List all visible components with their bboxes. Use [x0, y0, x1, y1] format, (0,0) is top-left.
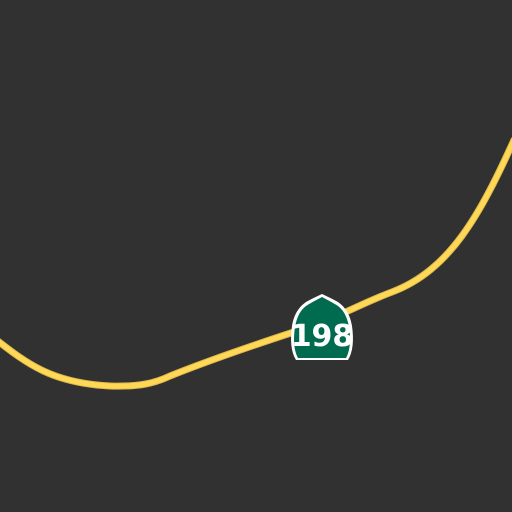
shield-label: 198 — [291, 319, 354, 354]
shield-fill — [294, 297, 350, 358]
route-shield[interactable]: 198 — [291, 294, 354, 360]
highway-road[interactable] — [0, 138, 512, 389]
